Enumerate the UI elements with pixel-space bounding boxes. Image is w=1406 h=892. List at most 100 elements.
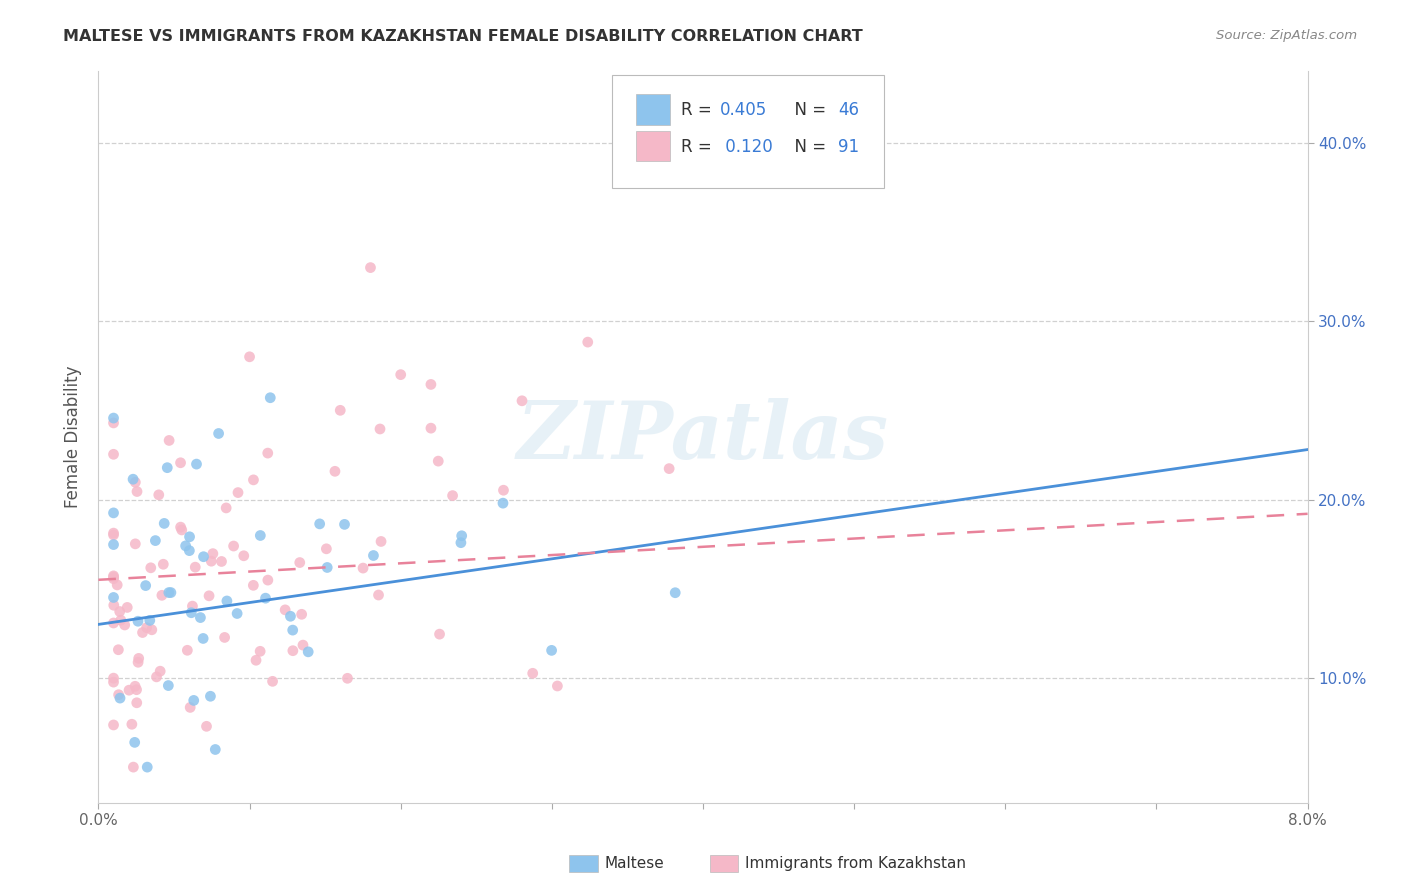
Point	[201, 547, 224, 561]
Text: Immigrants from Kazakhstan: Immigrants from Kazakhstan	[745, 856, 966, 871]
Point	[259, 391, 281, 405]
Point	[198, 589, 221, 603]
Point	[419, 377, 441, 392]
Point	[370, 534, 392, 549]
Point	[135, 578, 157, 592]
Point	[103, 538, 125, 552]
Point	[427, 454, 450, 468]
Point	[200, 554, 222, 568]
Point	[122, 472, 145, 486]
Point	[239, 350, 262, 364]
Point	[191, 632, 214, 646]
Point	[108, 691, 131, 706]
Point	[115, 600, 138, 615]
Point	[139, 561, 162, 575]
Point	[204, 742, 226, 756]
Point	[103, 599, 125, 613]
Point	[156, 460, 179, 475]
Point	[316, 560, 339, 574]
Point	[103, 615, 125, 630]
Point	[121, 717, 143, 731]
Point	[125, 696, 148, 710]
Y-axis label: Female Disability: Female Disability	[63, 366, 82, 508]
Text: N =: N =	[785, 101, 831, 120]
Point	[103, 591, 125, 605]
Point	[103, 411, 125, 425]
Point	[149, 664, 172, 678]
Point	[352, 561, 374, 575]
Point	[315, 541, 337, 556]
Point	[122, 760, 145, 774]
Point	[124, 735, 146, 749]
Point	[389, 368, 412, 382]
Point	[174, 539, 197, 553]
Point	[522, 666, 544, 681]
Point	[368, 422, 391, 436]
Point	[145, 533, 167, 548]
Point	[180, 606, 202, 620]
Point	[245, 653, 267, 667]
Point	[281, 623, 304, 637]
Text: R =: R =	[682, 101, 717, 120]
Text: 46: 46	[838, 101, 859, 120]
Point	[160, 585, 183, 599]
Point	[193, 549, 215, 564]
Point	[420, 421, 443, 435]
Point	[280, 609, 302, 624]
Point	[333, 517, 356, 532]
Point	[114, 618, 136, 632]
Point	[211, 554, 233, 568]
Point	[249, 644, 271, 658]
Point	[141, 623, 163, 637]
Point	[125, 682, 148, 697]
Point	[170, 523, 193, 537]
Point	[135, 621, 157, 635]
Point	[492, 483, 515, 498]
Point	[124, 475, 146, 490]
Point	[150, 588, 173, 602]
Point	[232, 549, 254, 563]
Text: 91: 91	[838, 137, 859, 156]
Point	[179, 530, 201, 544]
Point	[215, 594, 238, 608]
Point	[195, 719, 218, 733]
Point	[103, 569, 125, 583]
Point	[127, 614, 149, 628]
Point	[181, 599, 204, 614]
Point	[242, 578, 264, 592]
Point	[152, 558, 174, 572]
Point	[103, 570, 125, 584]
Point	[200, 690, 222, 704]
Point	[107, 688, 129, 702]
Point	[127, 655, 149, 669]
Point	[176, 643, 198, 657]
Point	[323, 464, 346, 478]
FancyBboxPatch shape	[637, 94, 671, 125]
Point	[308, 516, 330, 531]
Point	[367, 588, 389, 602]
Point	[291, 607, 314, 622]
Point	[128, 651, 150, 665]
Point	[103, 572, 125, 586]
Point	[262, 674, 284, 689]
Point	[576, 335, 599, 350]
Point	[450, 535, 472, 549]
Point	[125, 484, 148, 499]
Point	[118, 683, 141, 698]
Text: N =: N =	[785, 137, 831, 156]
Point	[297, 645, 319, 659]
Point	[145, 670, 167, 684]
Point	[124, 537, 146, 551]
Point	[124, 679, 146, 693]
Point	[363, 549, 385, 563]
Point	[153, 516, 176, 531]
Point	[103, 718, 125, 732]
Text: ZIPatlas: ZIPatlas	[517, 399, 889, 475]
Point	[190, 610, 212, 624]
Point	[179, 700, 201, 714]
Text: MALTESE VS IMMIGRANTS FROM KAZAKHSTAN FEMALE DISABILITY CORRELATION CHART: MALTESE VS IMMIGRANTS FROM KAZAKHSTAN FE…	[63, 29, 863, 44]
FancyBboxPatch shape	[637, 130, 671, 161]
Point	[450, 529, 472, 543]
Point	[103, 526, 125, 541]
Point	[107, 642, 129, 657]
